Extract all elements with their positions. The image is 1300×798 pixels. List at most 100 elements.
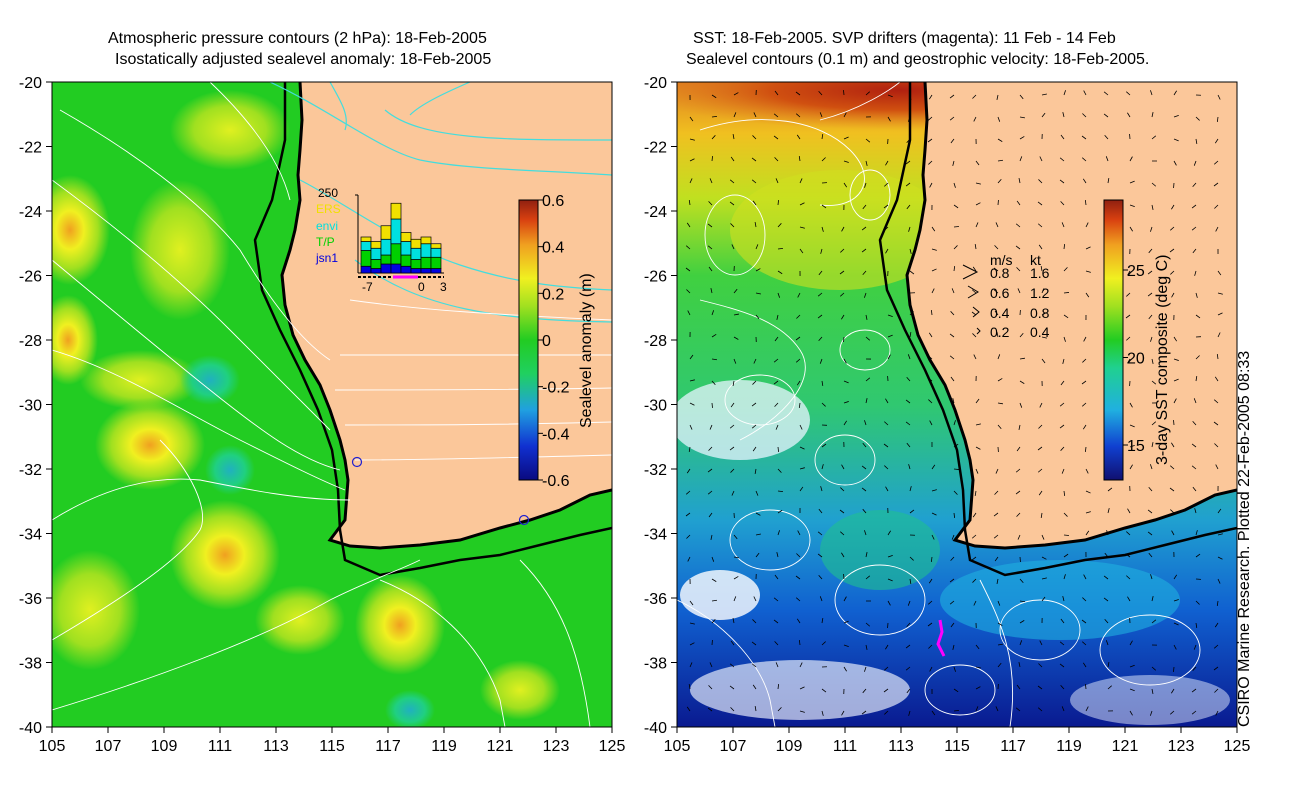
inset-y-label: 250 <box>318 186 338 200</box>
inset-bar-segment <box>370 268 382 274</box>
colorbar-tick-label: 0.6 <box>542 193 564 210</box>
y-tick-label: -40 <box>19 720 42 737</box>
velocity-legend-header-ms: m/s <box>990 252 1013 268</box>
inset-bar-segment <box>420 268 432 274</box>
inset-bar-segment <box>410 259 422 269</box>
y-tick-label: -22 <box>644 140 667 157</box>
x-tick-label: 117 <box>1000 738 1026 755</box>
inset-bar-segment <box>410 247 422 260</box>
inset-bar-segment <box>390 263 402 274</box>
y-tick-label: -38 <box>19 656 42 673</box>
right-x-axis: 105 107 109 111 113 115 117 119 121 123 125 <box>664 727 1251 755</box>
colorbar-tick-label: 25 <box>1127 263 1145 280</box>
x-tick-label: 123 <box>543 738 570 755</box>
x-tick-label: 125 <box>599 738 626 755</box>
y-tick-label: -20 <box>19 75 42 92</box>
x-tick-label: 111 <box>833 738 857 755</box>
x-tick-label: 121 <box>1112 738 1139 755</box>
inset-bar-segment <box>410 238 422 249</box>
inset-x-tick: 3 <box>440 280 447 294</box>
velocity-legend-kt: 0.8 <box>1030 305 1050 321</box>
y-tick-label: -22 <box>19 140 42 157</box>
inset-legend-tp: T/P <box>316 235 335 249</box>
inset-bar-segment <box>360 265 372 274</box>
inset-bar-segment <box>400 265 412 274</box>
inset-legend-jsn1: jsn1 <box>315 251 338 265</box>
right-y-axis: -20 -22 -24 -26 -28 -30 -32 -34 -36 -38 -40 <box>644 75 677 737</box>
y-tick-label: -32 <box>644 462 667 479</box>
x-tick-label: 125 <box>1224 738 1251 755</box>
velocity-legend-kt: 1.2 <box>1030 285 1050 301</box>
x-tick-label: 113 <box>888 738 914 755</box>
velocity-legend-kt: 1.6 <box>1030 265 1050 281</box>
x-tick-label: 119 <box>431 738 457 755</box>
right-colorbar: 25 20 15 <box>1103 199 1145 481</box>
inset-bar-segment <box>400 241 412 256</box>
inset-bar-segment <box>430 247 442 258</box>
inset-bar-segment <box>390 243 402 265</box>
inset-x-tick: -7 <box>362 280 373 294</box>
colorbar-tick-label: 0.2 <box>542 286 564 303</box>
inset-bar-segment <box>390 202 402 220</box>
right-title-line1: SST: 18-Feb-2005. SVP drifters (magenta)… <box>693 30 1116 47</box>
left-title-line2: Isostatically adjusted sealevel anomaly:… <box>115 51 492 68</box>
y-tick-label: -24 <box>644 204 667 221</box>
tide-gauge-marker <box>351 456 363 468</box>
y-tick-label: -36 <box>644 591 667 608</box>
velocity-legend-ms: 0.6 <box>990 285 1010 301</box>
right-title-line2: Sealevel contours (0.1 m) and geostrophi… <box>686 51 1150 68</box>
inset-bar-segment <box>370 241 382 249</box>
inset-bar-segment <box>360 250 372 267</box>
inset-legend-ers: ERS <box>316 202 341 216</box>
x-tick-label: 121 <box>487 738 514 755</box>
left-y-axis: -20 -22 -24 -26 -28 -30 -32 -34 -36 -38 -40 <box>19 75 52 737</box>
y-tick-label: -28 <box>19 333 42 350</box>
inset-bar-segment <box>400 232 412 242</box>
left-map <box>52 82 612 727</box>
velocity-legend-ms: 0.2 <box>990 324 1010 340</box>
y-tick-label: -34 <box>19 527 42 544</box>
y-tick-label: -40 <box>644 720 667 737</box>
x-tick-label: 109 <box>151 738 178 755</box>
right-map <box>677 82 1237 727</box>
inset-legend-envi: envi <box>316 219 338 233</box>
colorbar-tick-label: -0.2 <box>542 380 570 397</box>
y-tick-label: -32 <box>19 462 42 479</box>
right-land <box>907 82 1237 548</box>
colorbar-tick-label: 15 <box>1127 438 1145 455</box>
x-tick-label: 123 <box>1168 738 1195 755</box>
colorbar-tick-label: -0.4 <box>542 426 570 443</box>
left-colorbar: 0.6 0.4 0.2 0 -0.2 -0.4 -0.6 <box>518 193 570 490</box>
x-tick-label: 107 <box>720 738 747 755</box>
y-tick-label: -34 <box>644 527 667 544</box>
x-tick-label: 107 <box>95 738 122 755</box>
y-tick-label: -24 <box>19 204 42 221</box>
y-tick-label: -26 <box>19 269 42 286</box>
x-tick-label: 111 <box>208 738 232 755</box>
inset-bar-segment <box>380 263 392 274</box>
x-tick-label: 119 <box>1056 738 1082 755</box>
y-tick-label: -36 <box>19 591 42 608</box>
x-tick-label: 115 <box>319 738 345 755</box>
colorbar-tick-label: 0.4 <box>542 240 564 257</box>
credit-label: CSIRO Marine Research. Plotted 22-Feb-20… <box>1236 350 1253 727</box>
left-colorbar-label: Sealevel anomaly (m) <box>578 273 595 428</box>
inset-bar-segment <box>420 236 432 245</box>
inset-bar-segment <box>360 236 372 242</box>
inset-bar-segment <box>370 259 382 269</box>
velocity-legend: m/s kt 0.8 1.6 0.6 1.2 0.4 0.8 0.2 0.4 <box>962 252 1050 340</box>
inset-bar-segment <box>430 268 442 274</box>
y-tick-label: -28 <box>644 333 667 350</box>
inset-bar-segment <box>420 256 432 269</box>
x-tick-label: 105 <box>39 738 66 755</box>
inset-x-tick: 0 <box>418 280 425 294</box>
colorbar-tick-label: 0 <box>542 333 551 350</box>
y-tick-label: -30 <box>19 398 42 415</box>
y-tick-label: -38 <box>644 656 667 673</box>
tide-gauge-marker <box>518 514 530 526</box>
velocity-arrows <box>685 89 1223 716</box>
right-colorbar-label: 3-day SST composite (deg C) <box>1154 254 1171 465</box>
y-tick-label: -26 <box>644 269 667 286</box>
x-tick-label: 113 <box>263 738 289 755</box>
